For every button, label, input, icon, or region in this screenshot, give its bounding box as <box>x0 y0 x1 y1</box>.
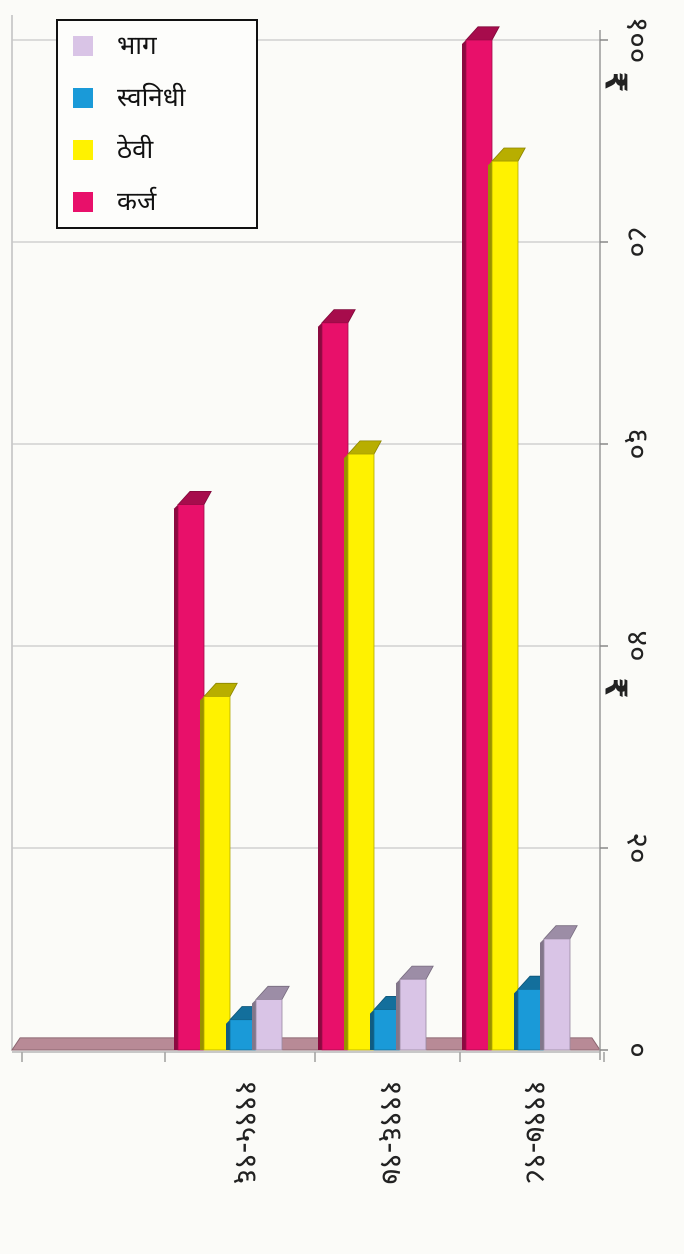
bar-1-3 <box>543 938 571 1051</box>
bar-side-face <box>252 999 256 1050</box>
legend-swatch <box>73 36 93 56</box>
bar-side-face <box>540 938 544 1050</box>
bar-top-face <box>465 26 500 41</box>
legend-swatch <box>73 192 93 212</box>
bar-top-face <box>543 925 578 940</box>
bar-top-face <box>255 985 290 1000</box>
bar-4-3 <box>465 39 493 1051</box>
bar-side-face <box>514 989 518 1050</box>
category-label: १९९७-९८ <box>518 1080 553 1184</box>
axis-layer: ० २० ४० ₹६० ८० १०० ₹१९९५-९६ १९९६-९७ १९९७-९८ <box>12 17 655 1184</box>
category-label: १९९५-९६ <box>229 1080 264 1184</box>
bar-3-2 <box>347 453 375 1051</box>
value-tick-label: १०० <box>620 17 655 64</box>
bar-4-1 <box>177 504 205 1051</box>
bar-side-face <box>200 696 204 1050</box>
bar-side-face <box>396 979 400 1050</box>
value-tick-label: ४० <box>620 630 655 661</box>
bar-layer <box>174 26 578 1051</box>
legend-swatch <box>73 140 93 160</box>
bar-top-face <box>491 147 526 162</box>
bar-1-2 <box>399 978 427 1051</box>
bar-3-3 <box>491 160 519 1051</box>
bar-1-1 <box>255 999 283 1051</box>
currency-mark: ₹ <box>598 72 633 93</box>
bar-top-face <box>321 309 356 324</box>
legend-label: कर्ज <box>117 186 157 217</box>
bar-2-2 <box>373 1009 401 1051</box>
value-tick-label: ० <box>620 1042 655 1058</box>
bar-side-face <box>488 161 492 1050</box>
bar-top-face <box>177 490 212 506</box>
legend-label: ठेवी <box>117 134 155 165</box>
legend-swatch <box>73 88 93 108</box>
bar-side-face <box>226 1019 230 1050</box>
value-tick-label: ८० <box>620 226 655 257</box>
bar-top-face <box>203 682 238 697</box>
bar-side-face <box>344 454 348 1051</box>
currency-mark: ₹ <box>598 678 633 699</box>
bar-3-1 <box>203 696 231 1051</box>
bar-side-face <box>370 1009 374 1050</box>
value-tick-label: २० <box>620 832 655 863</box>
legend: भाग स्वनिधी ठेवी कर्ज <box>56 19 258 229</box>
category-label: १९९६-९७ <box>374 1080 409 1184</box>
legend-label: भाग <box>117 31 157 61</box>
bar-2-1 <box>229 1019 257 1051</box>
bar-side-face <box>462 40 466 1050</box>
legend-label: स्वनिधी <box>117 82 187 113</box>
bar-side-face <box>318 322 322 1050</box>
value-tick-label: ६० <box>620 428 655 459</box>
bar-top-face <box>399 965 434 980</box>
bar-top-face <box>347 440 382 455</box>
bar-side-face <box>174 504 178 1051</box>
